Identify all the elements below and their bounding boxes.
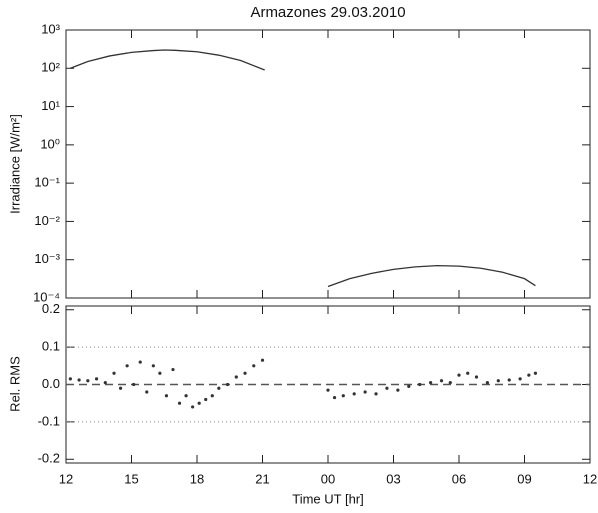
y-tick-label: 10² [41, 60, 60, 75]
data-point [352, 392, 356, 396]
data-point [485, 381, 489, 385]
data-point [474, 375, 479, 379]
data-point [118, 386, 123, 390]
x-tick-label: 06 [452, 471, 466, 486]
y-tick-label: 10⁻⁴ [33, 289, 60, 304]
data-point [448, 381, 452, 385]
data-point [332, 395, 337, 400]
data-point [385, 386, 389, 390]
y-tick-label: 0.0 [42, 376, 60, 391]
data-point [151, 364, 155, 368]
y-axis-label: Rel. RMS [7, 356, 22, 412]
data-point [132, 382, 136, 387]
data-point [177, 401, 182, 405]
y-tick-label: -0.1 [38, 413, 60, 428]
x-tick-label: 03 [386, 471, 400, 486]
data-point [184, 394, 188, 398]
data-point [204, 397, 208, 402]
x-tick-label: 18 [190, 471, 204, 486]
data-point [234, 375, 238, 379]
x-tick-label: 12 [583, 471, 597, 486]
x-tick-label: 09 [517, 471, 531, 486]
x-tick-label: 00 [321, 471, 335, 486]
data-point [94, 377, 99, 381]
data-point [363, 390, 367, 394]
data-point [86, 379, 90, 383]
data-point [507, 378, 511, 382]
data-point [243, 371, 247, 375]
data-point [466, 371, 470, 375]
chart-title: Armazones 29.03.2010 [250, 4, 405, 21]
data-point [527, 373, 531, 377]
data-point [112, 371, 116, 375]
data-point [138, 360, 142, 364]
data-point [407, 384, 411, 388]
y-tick-label: 0.1 [42, 339, 60, 354]
data-point [429, 381, 433, 385]
data-point [125, 364, 129, 368]
data-point [252, 364, 256, 368]
data-point [341, 394, 345, 398]
y-tick-label: 10⁻³ [34, 251, 60, 266]
data-point [158, 371, 162, 375]
y-tick-label: 10³ [41, 21, 60, 36]
x-tick-label: 21 [255, 471, 269, 486]
data-point [260, 358, 265, 362]
data-point [164, 394, 169, 398]
data-point [77, 378, 81, 382]
y-tick-label: 10¹ [41, 98, 60, 113]
data-point [374, 392, 378, 396]
plot-frame [65, 29, 591, 299]
y-tick-label: 10⁰ [40, 136, 60, 151]
data-point [396, 388, 400, 392]
data-point [197, 401, 201, 405]
data-point [457, 373, 461, 377]
data-point [171, 367, 175, 372]
x-tick-label: 15 [124, 471, 138, 486]
y-tick-label: 10⁻¹ [34, 175, 60, 190]
data-point [533, 371, 538, 375]
data-point [191, 405, 195, 409]
data-line [70, 49, 265, 71]
data-point [326, 388, 330, 392]
y-axis-label: Irradiance [W/m²] [7, 114, 22, 214]
data-point [225, 382, 230, 387]
data-point [210, 394, 214, 398]
data-point [518, 377, 522, 381]
x-tick-label: 12 [59, 471, 73, 486]
data-line [327, 264, 536, 288]
data-point [439, 379, 444, 383]
y-tick-label: 0.2 [42, 301, 60, 316]
data-point [68, 377, 72, 381]
y-tick-label: -0.2 [38, 451, 60, 466]
data-point [496, 379, 500, 383]
y-tick-label: 10⁻² [34, 213, 60, 228]
data-point [103, 381, 107, 385]
data-point [217, 386, 221, 390]
data-point [418, 382, 422, 387]
x-axis-label: Time UT [hr] [292, 491, 364, 506]
data-point [145, 390, 149, 394]
